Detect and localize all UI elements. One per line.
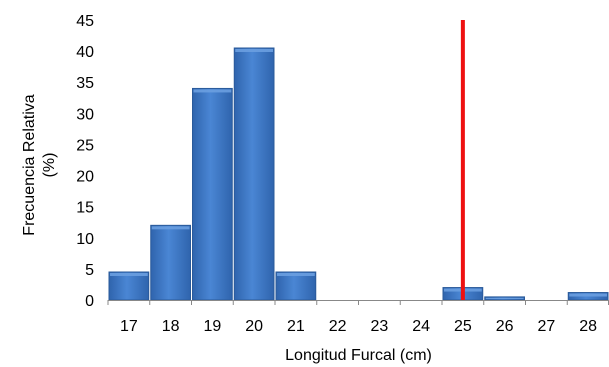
x-tick-label: 21	[287, 318, 305, 335]
bar-20-body	[233, 47, 275, 301]
bar-18	[150, 224, 191, 301]
y-tick-label: 15	[76, 200, 94, 217]
y-tick-label: 5	[85, 262, 94, 279]
y-tick-label: 0	[85, 293, 94, 310]
bar-20-bevel	[235, 49, 273, 52]
y-axis-title-line: (%)	[41, 153, 58, 178]
bar-17	[108, 271, 150, 301]
bar-18-bevel	[151, 226, 190, 230]
y-tick-label: 10	[76, 231, 94, 248]
y-axis-title: Frecuencia Relativa (%)	[21, 94, 58, 236]
y-tick-label: 25	[76, 137, 94, 154]
x-tick-label: 27	[537, 318, 555, 335]
x-tick-label: 22	[329, 318, 347, 335]
x-tick-label: 18	[162, 318, 180, 335]
y-tick-label: 35	[76, 75, 94, 92]
bar-17-bevel	[110, 273, 148, 276]
y-tick-label: 45	[76, 13, 94, 30]
bar-19-bevel	[193, 89, 232, 93]
y-tick-label: 40	[76, 44, 94, 61]
x-tick-marks	[107, 300, 609, 305]
x-axis-title: Longitud Furcal (cm)	[285, 347, 432, 364]
bar-28-bevel	[569, 293, 607, 297]
y-tick-label: 30	[76, 106, 94, 123]
bars	[108, 47, 609, 301]
y-tick-labels: 0 5 10 15 20 25 30 35 40 45	[76, 13, 94, 310]
x-tick-label: 17	[120, 318, 138, 335]
bar-21-body	[275, 271, 317, 301]
y-tick-label: 20	[76, 169, 94, 186]
bar-26-bevel	[485, 297, 524, 299]
x-tick-label: 28	[579, 318, 597, 335]
bar-20	[233, 47, 275, 301]
bar-17-body	[108, 271, 150, 301]
bar-19	[192, 87, 233, 301]
x-tick-label: 20	[245, 318, 263, 335]
bar-19-body	[192, 87, 233, 301]
bar-26	[484, 296, 525, 301]
bar-21-bevel	[277, 273, 315, 276]
y-axis-title-line: Frecuencia Relativa	[21, 94, 38, 236]
x-tick-labels: 17 18 19 20 21 22 23 24 25 26 27 28	[120, 318, 597, 335]
bar-18-body	[150, 224, 191, 301]
x-tick-label: 26	[496, 318, 514, 335]
bar-28	[567, 292, 609, 301]
x-tick-label: 24	[412, 318, 430, 335]
x-tick-label: 25	[454, 318, 472, 335]
x-tick-label: 19	[203, 318, 221, 335]
x-tick-label: 23	[370, 318, 388, 335]
bar-21	[275, 271, 317, 301]
